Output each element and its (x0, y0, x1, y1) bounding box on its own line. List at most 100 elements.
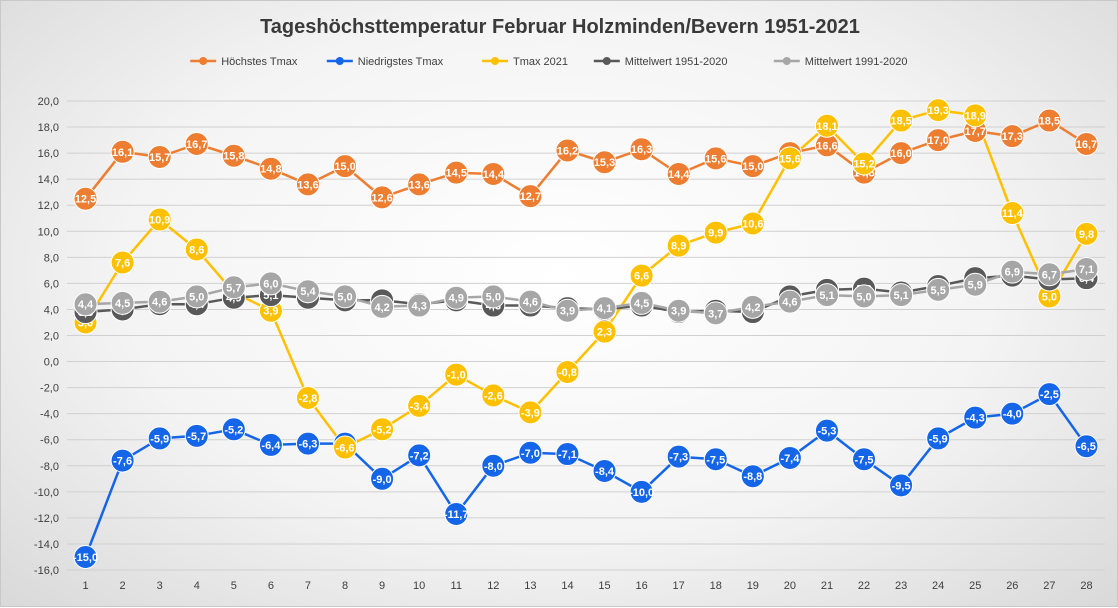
data-label: 18,5 (890, 116, 911, 128)
x-tick-label: 28 (1080, 580, 1092, 592)
x-tick-label: 8 (342, 580, 348, 592)
legend-swatch-marker (602, 57, 611, 65)
data-point (518, 289, 543, 314)
data-point (110, 139, 135, 164)
x-tick-label: 2 (120, 580, 126, 592)
data-label: -5,2 (224, 424, 243, 436)
data-point (666, 161, 691, 186)
series-line (84, 392, 1088, 558)
data-point (592, 296, 617, 321)
data-label: -5,2 (373, 424, 392, 436)
data-point (555, 138, 580, 163)
data-label: 15,2 (853, 159, 874, 171)
y-tick-label: -14,0 (34, 539, 59, 551)
x-tick-label: 17 (673, 580, 685, 592)
legend-label: Niedrigstes Tmax (358, 56, 444, 68)
x-tick-label: 24 (932, 580, 944, 592)
data-point (629, 137, 654, 162)
data-label: 18,5 (1039, 116, 1060, 128)
y-tick-label: -12,0 (34, 513, 59, 525)
data-label: 14,5 (446, 168, 467, 180)
series-3 (84, 108, 1088, 449)
data-point (221, 417, 246, 442)
data-point (1000, 259, 1025, 284)
y-tick-label: 4,0 (44, 304, 59, 316)
data-point (1074, 221, 1099, 246)
chart-title: Tageshöchsttemperatur Februar Holzminden… (260, 16, 860, 38)
data-label: 17,7 (965, 126, 986, 138)
data-point (370, 417, 395, 442)
data-point (1000, 401, 1025, 426)
data-point (147, 426, 172, 451)
data-point (295, 279, 320, 304)
x-tick-label: 15 (598, 580, 610, 592)
data-label: 3,9 (671, 306, 686, 318)
data-label: 6,0 (263, 278, 278, 290)
data-label: 16,7 (186, 139, 207, 151)
data-label: 5,0 (189, 291, 204, 303)
x-tick-label: 6 (268, 580, 274, 592)
data-label: -8,0 (484, 461, 503, 473)
data-point (926, 426, 951, 451)
data-label: 6,9 (1005, 267, 1020, 279)
data-label: -8,8 (743, 471, 762, 483)
x-tick-label: 21 (821, 580, 833, 592)
data-point (629, 479, 654, 504)
legend-item-1: Höchstes Tmax (190, 56, 298, 68)
x-tick-label: 25 (969, 580, 981, 592)
x-tick-label: 5 (231, 580, 237, 592)
data-point (666, 298, 691, 323)
data-point (110, 290, 135, 315)
data-point (926, 98, 951, 123)
data-label: 12,6 (371, 192, 392, 204)
data-point (703, 301, 728, 326)
series-line (84, 119, 1088, 200)
x-tick-label: 3 (157, 580, 163, 592)
data-point (333, 154, 358, 179)
x-tick-label: 27 (1043, 580, 1055, 592)
data-label: -7,1 (558, 449, 577, 461)
data-label: -3,9 (521, 407, 540, 419)
y-tick-label: -2,0 (40, 383, 59, 395)
data-point (629, 263, 654, 288)
y-tick-label: 18,0 (38, 122, 59, 134)
series-1 (84, 119, 1088, 200)
data-label: 4,3 (412, 301, 427, 313)
data-point (110, 250, 135, 275)
data-label: 18,1 (816, 121, 837, 133)
data-label: 10,6 (742, 218, 763, 230)
data-point (481, 453, 506, 478)
data-point (147, 207, 172, 232)
data-label: -5,9 (150, 433, 169, 445)
data-label: 9,9 (708, 228, 723, 240)
data-label: 3,9 (263, 306, 278, 318)
series-2-points: -15,0-7,6-5,9-5,7-5,2-6,4-6,3-6,3-9,0-7,… (73, 382, 1099, 569)
x-tick-label: 26 (1006, 580, 1018, 592)
data-point (73, 544, 98, 569)
data-label: 18,9 (965, 110, 986, 122)
data-point (1000, 124, 1025, 149)
data-point (889, 473, 914, 498)
x-tick-label: 10 (413, 580, 425, 592)
y-tick-label: 10,0 (38, 226, 59, 238)
data-point (73, 186, 98, 211)
legend-item-3: Tmax 2021 (482, 56, 568, 68)
x-tick-label: 18 (710, 580, 722, 592)
data-label: -7,6 (113, 456, 132, 468)
x-tick-label: 4 (194, 580, 200, 592)
data-point (407, 393, 432, 418)
data-label: 5,9 (968, 280, 983, 292)
data-point (740, 464, 765, 489)
data-point (370, 185, 395, 210)
data-label: 4,5 (115, 298, 130, 310)
data-label: 15,3 (594, 157, 615, 169)
data-label: 4,2 (745, 302, 760, 314)
legend-swatch-marker (199, 57, 208, 65)
y-tick-label: 12,0 (38, 200, 59, 212)
data-label: 4,9 (449, 293, 464, 305)
data-label: 5,4 (300, 286, 316, 298)
data-label: 19,3 (927, 105, 948, 117)
data-label: 4,6 (782, 297, 797, 309)
data-label: 5,7 (226, 282, 241, 294)
data-point (852, 151, 877, 176)
